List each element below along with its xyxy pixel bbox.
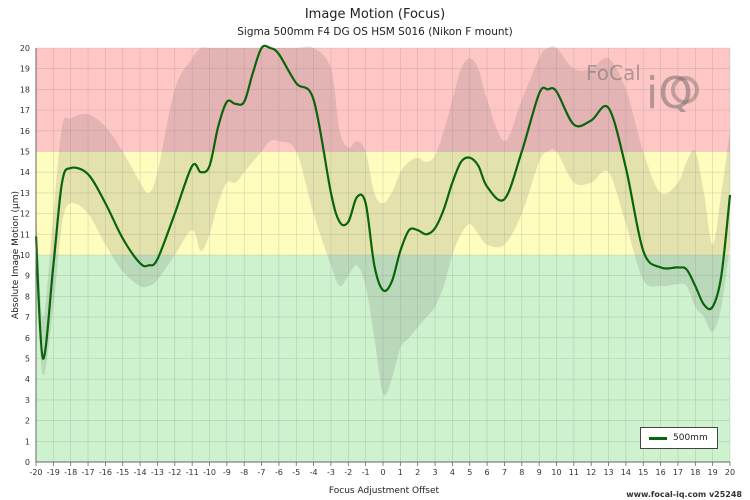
- y-tick-label: 11: [20, 230, 30, 239]
- legend: 500mm: [640, 427, 718, 449]
- x-tick-label: -9: [223, 468, 231, 477]
- y-tick-label: 12: [20, 210, 30, 219]
- x-tick-label: 10: [551, 468, 561, 477]
- x-tick-label: 17: [673, 468, 683, 477]
- x-tick-label: 6: [485, 468, 490, 477]
- y-tick-label: 13: [20, 189, 30, 198]
- y-tick-label: 4: [25, 375, 30, 384]
- x-tick-label: -4: [310, 468, 318, 477]
- x-tick-label: 16: [656, 468, 666, 477]
- x-tick-label: 3: [433, 468, 438, 477]
- x-tick-label: -12: [168, 468, 181, 477]
- x-tick-label: -7: [258, 468, 266, 477]
- x-tick-label: 14: [621, 468, 631, 477]
- series-lines: [34, 44, 732, 360]
- x-tick-label: -11: [186, 468, 199, 477]
- x-tick-label: 9: [537, 468, 542, 477]
- x-tick-label: 5: [467, 468, 472, 477]
- y-tick-label: 15: [20, 148, 30, 157]
- x-tick-label: 7: [502, 468, 507, 477]
- y-tick-label: 1: [25, 437, 30, 446]
- x-tick-label: -17: [82, 468, 95, 477]
- svg-text:FoCal: FoCal: [586, 61, 641, 85]
- x-tick-label: -3: [327, 468, 335, 477]
- y-tick-label: 17: [20, 106, 30, 115]
- chart-title: Image Motion (Focus): [304, 7, 446, 22]
- y-tick-label: 19: [20, 65, 30, 74]
- series-range-0: [36, 46, 730, 396]
- x-tick-label: -6: [275, 468, 283, 477]
- y-tick-label: 16: [20, 127, 30, 136]
- y-tick-label: 3: [25, 396, 30, 405]
- x-tick-label: -14: [134, 468, 147, 477]
- x-tick-label: 2: [415, 468, 420, 477]
- y-tick-label: 9: [25, 272, 30, 281]
- y-tick-label: 5: [25, 355, 30, 364]
- x-tick-label: 19: [708, 468, 718, 477]
- chart-subtitle: Sigma 500mm F4 DG OS HSM S016 (Nikon F m…: [237, 26, 513, 38]
- x-tick-label: 8: [519, 468, 524, 477]
- y-tick-label: 20: [20, 44, 30, 53]
- legend-label: 500mm: [673, 433, 708, 443]
- variation-range: [36, 46, 730, 396]
- y-axis-label: Absolute Image Motion (µm): [11, 190, 21, 320]
- x-tick-labels: -20 -19 -18 -17 -16 -15 -14 -13 -12 -11 -10 -9 -8 -7-…: [29, 462, 735, 477]
- x-tick-label: 11: [569, 468, 579, 477]
- x-tick-label: -20: [29, 468, 42, 477]
- band-2: [36, 48, 730, 152]
- x-tick-label: -16: [99, 468, 112, 477]
- y-tick-label: 7: [25, 313, 30, 322]
- x-tick-label: 20: [725, 468, 735, 477]
- x-tick-label: -5: [292, 468, 300, 477]
- y-tick-label: 8: [25, 292, 30, 301]
- x-tick-label: -1: [362, 468, 370, 477]
- x-tick-label: 15: [638, 468, 648, 477]
- y-tick-label: 2: [25, 417, 30, 426]
- series-line-0: [34, 44, 732, 360]
- x-tick-label: -2: [344, 468, 352, 477]
- y-tick-label: 18: [20, 85, 30, 94]
- y-tick-label: 14: [20, 168, 30, 177]
- x-tick-label: 1: [398, 468, 403, 477]
- x-tick-label: -18: [64, 468, 77, 477]
- svg-text:iQ: iQ: [646, 68, 693, 112]
- x-tick-label: -8: [240, 468, 248, 477]
- x-tick-label: 18: [690, 468, 700, 477]
- x-tick-label: -13: [151, 468, 164, 477]
- y-tick-label: 10: [20, 251, 30, 260]
- y-tick-label: 0: [25, 458, 30, 467]
- x-tick-label: 0: [380, 468, 385, 477]
- y-tick-label: 6: [25, 334, 30, 343]
- x-tick-label: 4: [450, 468, 455, 477]
- x-tick-label: 12: [586, 468, 596, 477]
- focal-iq-logo: FoCal iQ: [586, 61, 699, 112]
- legend-swatch: [649, 436, 667, 440]
- x-axis-label: Focus Adjustment Offset: [328, 486, 440, 496]
- x-tick-label: -10: [203, 468, 216, 477]
- x-tick-label: 13: [603, 468, 613, 477]
- x-tick-label: -15: [116, 468, 129, 477]
- footer-credit: www.focal-iq.com v25248: [626, 490, 742, 499]
- band-1: [36, 151, 730, 255]
- x-tick-label: -19: [47, 468, 60, 477]
